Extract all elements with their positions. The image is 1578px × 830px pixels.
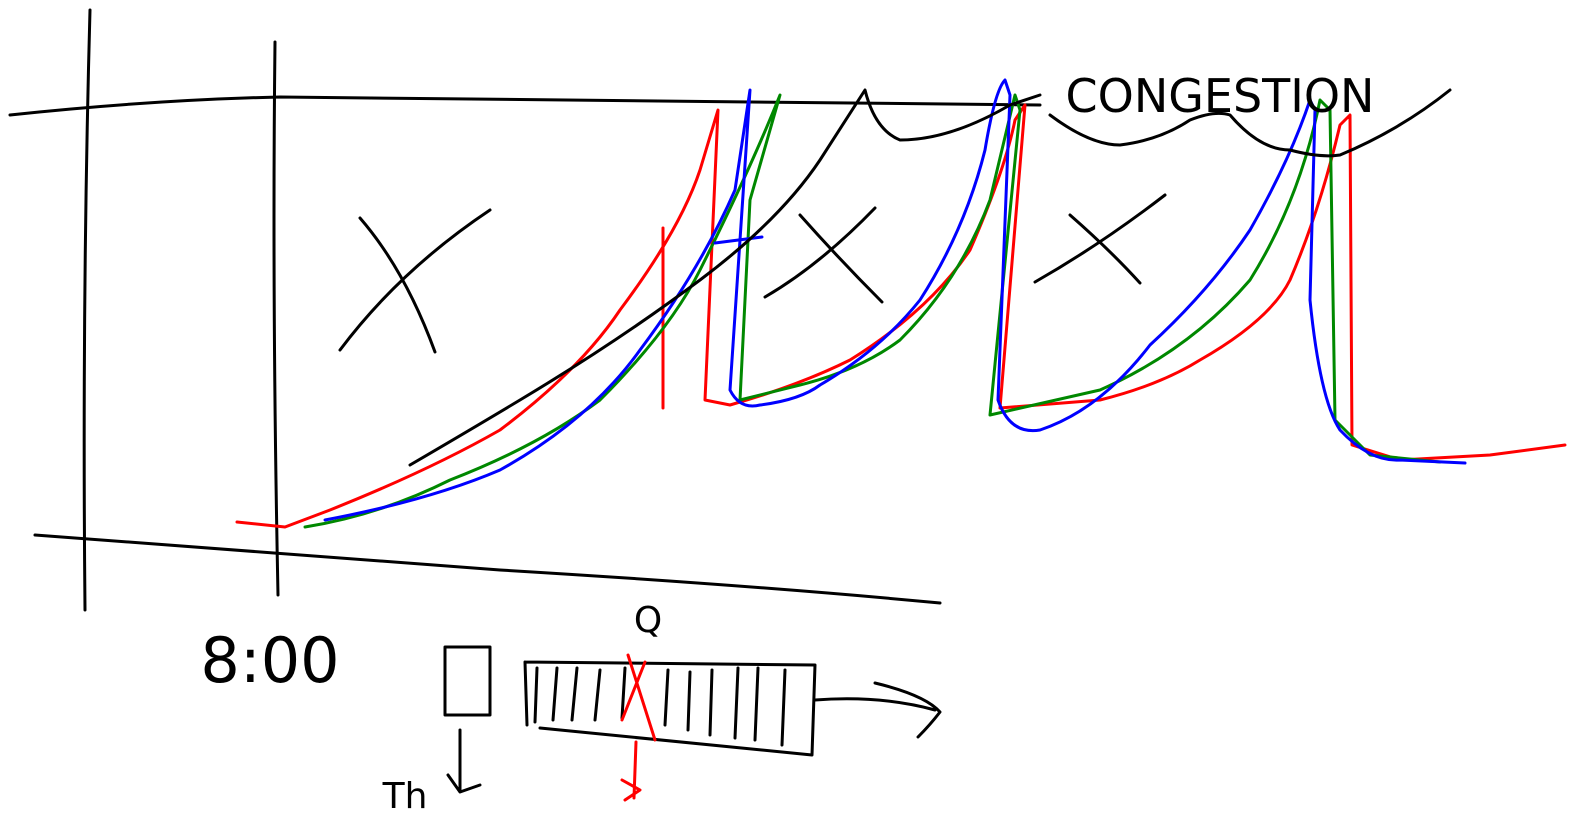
server-box (443, 645, 492, 717)
green-curve (303, 93, 1442, 529)
queue-slots (533, 666, 787, 747)
threshold-arrow (446, 728, 482, 794)
queue-label: Q (634, 600, 662, 641)
queue-box (523, 660, 817, 757)
drop-arrow (620, 740, 642, 802)
blue-curve (323, 78, 1467, 522)
congestion-label: CONGESTION (1066, 69, 1375, 123)
congestion-arc (1048, 88, 1452, 158)
time-label: 8:00 (200, 624, 339, 697)
congestion-curve (408, 88, 1042, 467)
blue-tick (713, 235, 764, 245)
y-axis (272, 40, 280, 597)
left-border (82, 8, 92, 612)
x-axis (33, 533, 942, 605)
top-line (8, 95, 1042, 117)
drop-mark (620, 653, 657, 742)
red-curve (235, 103, 1567, 529)
output-arrow (813, 681, 942, 739)
threshold-label: Th (382, 776, 428, 817)
cross-marks (338, 193, 1167, 354)
